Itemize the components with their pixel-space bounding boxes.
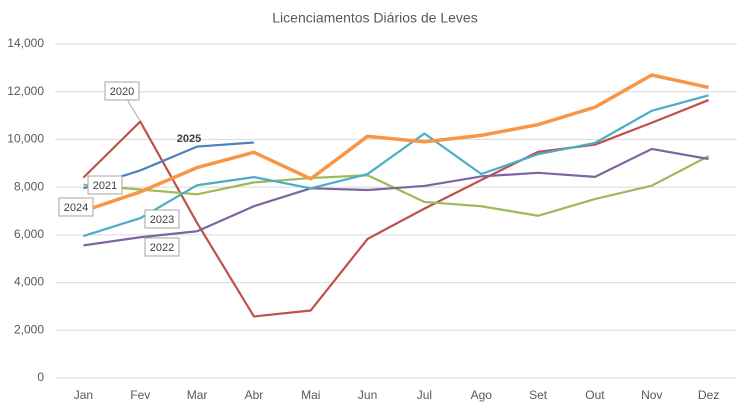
- x-tick-label: Fev: [130, 388, 150, 402]
- y-tick-label: 10,000: [7, 132, 44, 146]
- x-tick-label: Abr: [245, 388, 264, 402]
- y-tick-label: 8,000: [14, 179, 44, 193]
- y-tick-label: 2,000: [14, 322, 44, 336]
- callout-box: [87, 175, 123, 195]
- series-line: [82, 73, 709, 213]
- x-tick-label: Ago: [471, 388, 493, 402]
- series-label: 2024: [64, 202, 88, 214]
- series-label: 2022: [150, 242, 174, 254]
- x-tick-label: Jan: [74, 388, 93, 402]
- callout-box: [58, 197, 94, 217]
- y-tick-label: 6,000: [14, 227, 44, 241]
- x-tick-label: Nov: [641, 388, 662, 402]
- series-label: 2023: [150, 214, 174, 226]
- series-label: 2025: [177, 133, 201, 145]
- series-line: [83, 94, 709, 238]
- x-tick-label: Jul: [417, 388, 432, 402]
- x-tick-label: Dez: [698, 388, 719, 402]
- series-line: [83, 147, 709, 247]
- callout-box: [144, 209, 180, 229]
- x-tick-label: Jun: [358, 388, 377, 402]
- y-tick-label: 0: [37, 370, 44, 384]
- y-tick-label: 14,000: [7, 36, 44, 50]
- series-line: [82, 99, 709, 318]
- x-tick-label: Mai: [301, 388, 320, 402]
- callout-box: [144, 237, 180, 257]
- chart-title: Licenciamentos Diários de Leves: [272, 10, 477, 26]
- x-tick-label: Mar: [187, 388, 208, 402]
- series-label: 2021: [93, 180, 117, 192]
- callout-box: [104, 81, 140, 101]
- y-tick-label: 4,000: [14, 275, 44, 289]
- y-tick-label: 12,000: [7, 84, 44, 98]
- series-label: 2020: [110, 86, 134, 98]
- x-tick-label: Out: [585, 388, 605, 402]
- x-tick-label: Set: [529, 388, 548, 402]
